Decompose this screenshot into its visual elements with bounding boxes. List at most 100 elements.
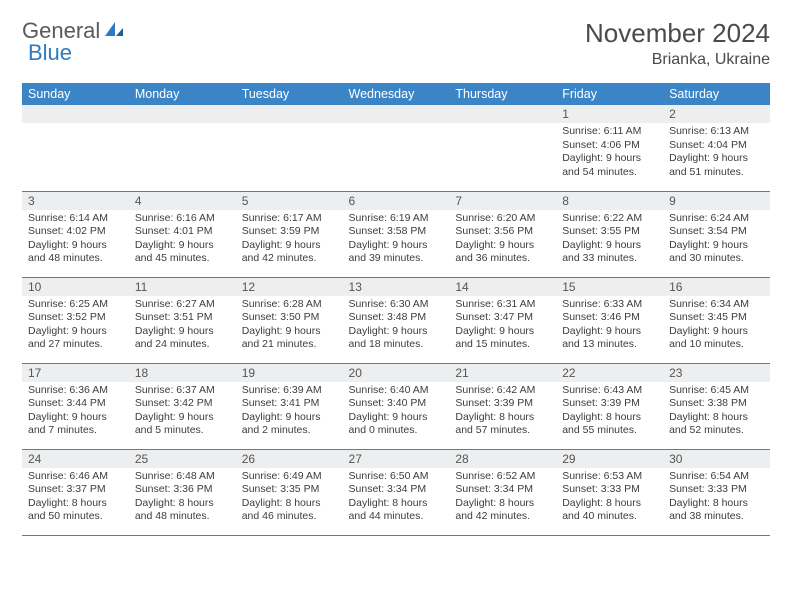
day-number: 26 [236,450,343,468]
calendar-cell: 13Sunrise: 6:30 AMSunset: 3:48 PMDayligh… [343,277,450,363]
calendar-cell: 21Sunrise: 6:42 AMSunset: 3:39 PMDayligh… [449,363,556,449]
day-details: Sunrise: 6:30 AMSunset: 3:48 PMDaylight:… [343,296,450,357]
day-number [22,105,129,123]
sail-icon [103,18,125,44]
day-details: Sunrise: 6:46 AMSunset: 3:37 PMDaylight:… [22,468,129,529]
day-details: Sunrise: 6:34 AMSunset: 3:45 PMDaylight:… [663,296,770,357]
calendar-week-row: 17Sunrise: 6:36 AMSunset: 3:44 PMDayligh… [22,363,770,449]
day-details: Sunrise: 6:27 AMSunset: 3:51 PMDaylight:… [129,296,236,357]
calendar-cell: 30Sunrise: 6:54 AMSunset: 3:33 PMDayligh… [663,449,770,535]
day-number: 27 [343,450,450,468]
calendar-cell: 8Sunrise: 6:22 AMSunset: 3:55 PMDaylight… [556,191,663,277]
calendar-cell: 3Sunrise: 6:14 AMSunset: 4:02 PMDaylight… [22,191,129,277]
day-number [449,105,556,123]
calendar-cell: 6Sunrise: 6:19 AMSunset: 3:58 PMDaylight… [343,191,450,277]
day-details [343,123,450,129]
calendar-cell [343,105,450,191]
day-number: 19 [236,364,343,382]
day-details: Sunrise: 6:45 AMSunset: 3:38 PMDaylight:… [663,382,770,443]
day-details: Sunrise: 6:25 AMSunset: 3:52 PMDaylight:… [22,296,129,357]
day-details: Sunrise: 6:33 AMSunset: 3:46 PMDaylight:… [556,296,663,357]
day-details: Sunrise: 6:36 AMSunset: 3:44 PMDaylight:… [22,382,129,443]
day-details: Sunrise: 6:28 AMSunset: 3:50 PMDaylight:… [236,296,343,357]
calendar-cell [449,105,556,191]
calendar-week-row: 1Sunrise: 6:11 AMSunset: 4:06 PMDaylight… [22,105,770,191]
calendar-cell [236,105,343,191]
weekday-header: Saturday [663,83,770,105]
calendar-cell: 4Sunrise: 6:16 AMSunset: 4:01 PMDaylight… [129,191,236,277]
calendar-cell: 16Sunrise: 6:34 AMSunset: 3:45 PMDayligh… [663,277,770,363]
day-number: 20 [343,364,450,382]
day-details: Sunrise: 6:53 AMSunset: 3:33 PMDaylight:… [556,468,663,529]
day-details [129,123,236,129]
calendar-cell: 12Sunrise: 6:28 AMSunset: 3:50 PMDayligh… [236,277,343,363]
calendar-cell: 26Sunrise: 6:49 AMSunset: 3:35 PMDayligh… [236,449,343,535]
calendar-cell: 2Sunrise: 6:13 AMSunset: 4:04 PMDaylight… [663,105,770,191]
day-number: 23 [663,364,770,382]
day-details: Sunrise: 6:37 AMSunset: 3:42 PMDaylight:… [129,382,236,443]
day-number [129,105,236,123]
day-number: 8 [556,192,663,210]
header: General November 2024 Brianka, Ukraine [22,18,770,69]
weekday-header: Tuesday [236,83,343,105]
day-number: 9 [663,192,770,210]
calendar-week-row: 3Sunrise: 6:14 AMSunset: 4:02 PMDaylight… [22,191,770,277]
calendar-cell: 9Sunrise: 6:24 AMSunset: 3:54 PMDaylight… [663,191,770,277]
day-details: Sunrise: 6:31 AMSunset: 3:47 PMDaylight:… [449,296,556,357]
weekday-header: Friday [556,83,663,105]
calendar-cell: 19Sunrise: 6:39 AMSunset: 3:41 PMDayligh… [236,363,343,449]
calendar-cell: 25Sunrise: 6:48 AMSunset: 3:36 PMDayligh… [129,449,236,535]
calendar-cell: 20Sunrise: 6:40 AMSunset: 3:40 PMDayligh… [343,363,450,449]
day-number: 6 [343,192,450,210]
day-details: Sunrise: 6:42 AMSunset: 3:39 PMDaylight:… [449,382,556,443]
day-number [343,105,450,123]
day-details [236,123,343,129]
day-details: Sunrise: 6:40 AMSunset: 3:40 PMDaylight:… [343,382,450,443]
calendar-cell: 1Sunrise: 6:11 AMSunset: 4:06 PMDaylight… [556,105,663,191]
day-number: 10 [22,278,129,296]
day-number: 25 [129,450,236,468]
day-number: 3 [22,192,129,210]
calendar-cell: 29Sunrise: 6:53 AMSunset: 3:33 PMDayligh… [556,449,663,535]
day-details: Sunrise: 6:19 AMSunset: 3:58 PMDaylight:… [343,210,450,271]
day-number [236,105,343,123]
day-number: 7 [449,192,556,210]
weekday-header: Monday [129,83,236,105]
day-number: 21 [449,364,556,382]
day-details: Sunrise: 6:54 AMSunset: 3:33 PMDaylight:… [663,468,770,529]
day-details: Sunrise: 6:14 AMSunset: 4:02 PMDaylight:… [22,210,129,271]
day-details: Sunrise: 6:48 AMSunset: 3:36 PMDaylight:… [129,468,236,529]
calendar-cell: 22Sunrise: 6:43 AMSunset: 3:39 PMDayligh… [556,363,663,449]
weekday-header: Wednesday [343,83,450,105]
day-number: 16 [663,278,770,296]
calendar-cell: 28Sunrise: 6:52 AMSunset: 3:34 PMDayligh… [449,449,556,535]
day-number: 15 [556,278,663,296]
weekday-header: Sunday [22,83,129,105]
calendar-cell: 24Sunrise: 6:46 AMSunset: 3:37 PMDayligh… [22,449,129,535]
day-details [22,123,129,129]
day-number: 17 [22,364,129,382]
calendar-cell: 27Sunrise: 6:50 AMSunset: 3:34 PMDayligh… [343,449,450,535]
day-number: 2 [663,105,770,123]
day-number: 5 [236,192,343,210]
calendar-cell: 10Sunrise: 6:25 AMSunset: 3:52 PMDayligh… [22,277,129,363]
day-details: Sunrise: 6:39 AMSunset: 3:41 PMDaylight:… [236,382,343,443]
calendar-cell [22,105,129,191]
calendar-cell: 18Sunrise: 6:37 AMSunset: 3:42 PMDayligh… [129,363,236,449]
day-details: Sunrise: 6:13 AMSunset: 4:04 PMDaylight:… [663,123,770,184]
calendar-cell: 7Sunrise: 6:20 AMSunset: 3:56 PMDaylight… [449,191,556,277]
day-number: 24 [22,450,129,468]
day-number: 11 [129,278,236,296]
day-details: Sunrise: 6:20 AMSunset: 3:56 PMDaylight:… [449,210,556,271]
day-details: Sunrise: 6:17 AMSunset: 3:59 PMDaylight:… [236,210,343,271]
day-number: 14 [449,278,556,296]
calendar-cell: 14Sunrise: 6:31 AMSunset: 3:47 PMDayligh… [449,277,556,363]
calendar-table: Sunday Monday Tuesday Wednesday Thursday… [22,83,770,536]
calendar-cell [129,105,236,191]
calendar-week-row: 10Sunrise: 6:25 AMSunset: 3:52 PMDayligh… [22,277,770,363]
day-details: Sunrise: 6:49 AMSunset: 3:35 PMDaylight:… [236,468,343,529]
day-number: 18 [129,364,236,382]
day-number: 30 [663,450,770,468]
day-details: Sunrise: 6:52 AMSunset: 3:34 PMDaylight:… [449,468,556,529]
day-details: Sunrise: 6:11 AMSunset: 4:06 PMDaylight:… [556,123,663,184]
